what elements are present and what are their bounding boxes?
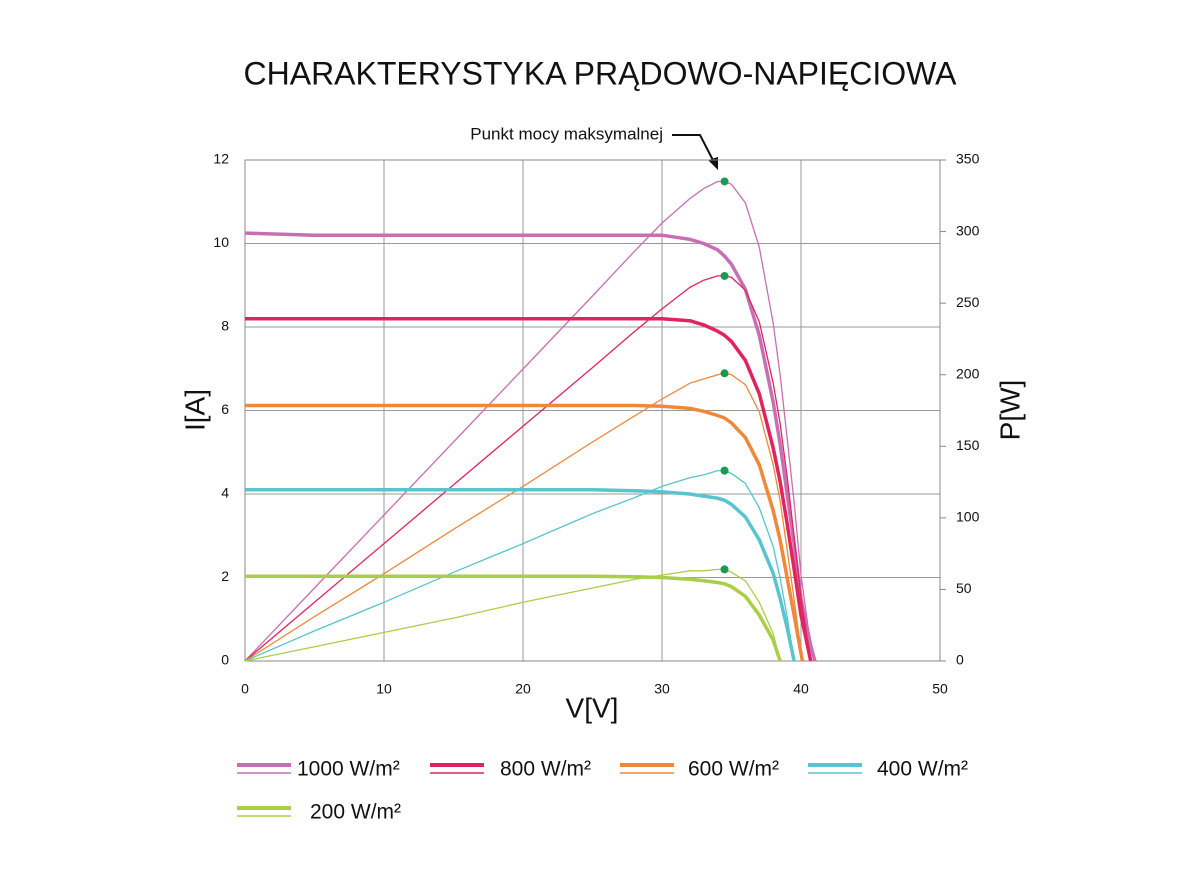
legend-item: 600 W/m²	[620, 758, 779, 781]
power-line	[244, 275, 812, 662]
current-line	[244, 231, 817, 662]
y-axis-label: I[A]	[179, 389, 210, 431]
annotation-arrowhead	[708, 157, 718, 170]
legend-item: 200 W/m²	[237, 801, 401, 824]
y-tick-label: 10	[213, 234, 229, 250]
y2-tick-label: 200	[956, 365, 980, 381]
max-power-point	[720, 466, 729, 475]
max-power-point	[720, 565, 729, 574]
y-tick-label: 8	[221, 318, 229, 334]
x-tick-label: 30	[654, 681, 670, 697]
legend-item: 800 W/m²	[430, 758, 591, 781]
power-line	[244, 469, 795, 662]
plot-border	[244, 159, 941, 662]
y-tick-label: 12	[213, 151, 229, 167]
y-tick-label: 4	[221, 485, 229, 501]
x-axis-label: V[V]	[566, 692, 619, 723]
y-tick-label: 6	[221, 401, 229, 417]
y2-tick-label: 350	[956, 151, 980, 167]
x-tick-label: 50	[932, 681, 948, 697]
legend-label: 800 W/m²	[500, 758, 591, 781]
legend-label: 1000 W/m²	[297, 758, 400, 781]
y2-tick-label: 50	[956, 580, 972, 596]
power-line	[244, 372, 804, 662]
x-tick-label: 0	[241, 681, 249, 697]
y2-axis-label: P[W]	[994, 380, 1025, 441]
current-line	[245, 574, 782, 662]
legend-label: 400 W/m²	[877, 758, 968, 781]
y-tick-label: 0	[221, 652, 229, 668]
y2-tick-label: 250	[956, 294, 980, 310]
x-tick-label: 40	[793, 681, 809, 697]
legend-label: 200 W/m²	[310, 801, 401, 824]
current-line	[245, 316, 813, 662]
legend-item: 400 W/m²	[808, 758, 968, 781]
y2-tick-label: 150	[956, 437, 980, 453]
max-power-point	[720, 177, 729, 186]
y-tick-label: 2	[221, 568, 229, 584]
legend-label: 600 W/m²	[688, 758, 779, 781]
current-line	[245, 488, 796, 662]
annotation: Punkt mocy maksymalnej	[470, 124, 663, 143]
chart-title: CHARAKTERYSTYKA PRĄDOWO-NAPIĘCIOWA	[244, 55, 958, 91]
y2-tick-label: 0	[956, 652, 964, 668]
max-power-point	[720, 271, 729, 280]
annotation-arrow	[672, 134, 717, 167]
max-power-point	[720, 369, 729, 378]
y2-tick-label: 100	[956, 509, 980, 525]
current-line	[245, 403, 805, 662]
x-tick-label: 10	[376, 681, 392, 697]
power-line	[244, 568, 781, 662]
y2-tick-label: 300	[956, 222, 980, 238]
x-tick-label: 20	[515, 681, 531, 697]
legend-item: 1000 W/m²	[237, 758, 400, 781]
